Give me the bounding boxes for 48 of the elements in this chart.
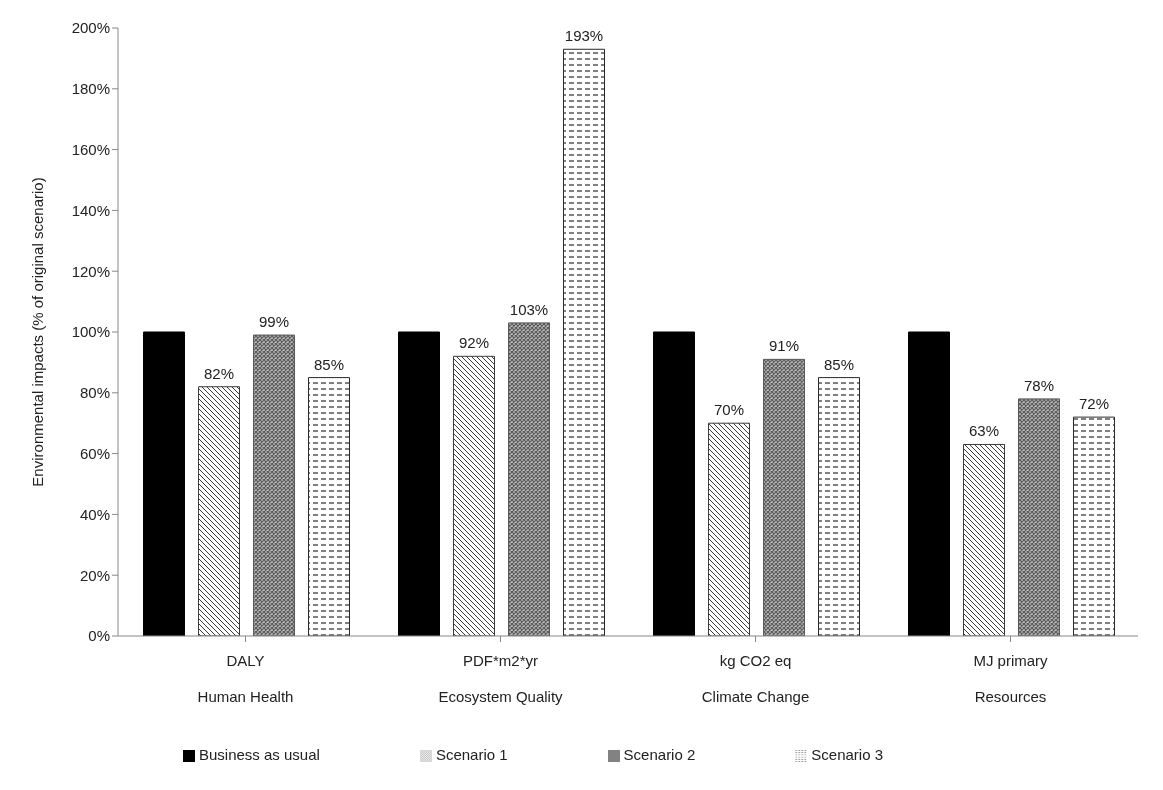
y-tick-label: 200%: [71, 19, 110, 37]
data-label: 103%: [509, 300, 549, 318]
bar: [1018, 398, 1060, 636]
legend-label: Business as usual: [198, 746, 320, 763]
bar: [398, 331, 440, 636]
data-label: 91%: [768, 337, 800, 355]
category-label: kg CO2 eq Climate Change: [701, 652, 810, 705]
y-tick-label: 180%: [71, 80, 110, 98]
bar: [653, 331, 695, 636]
bar: [908, 331, 950, 636]
data-label: 92%: [458, 334, 490, 352]
data-label: 72%: [1078, 395, 1110, 413]
y-tick-label: 140%: [71, 201, 110, 219]
y-tick-label: 100%: [71, 323, 110, 341]
data-label: 99%: [258, 313, 290, 331]
y-axis-title: Environmental impacts (% of original scenario): [29, 177, 47, 487]
data-label: 85%: [313, 355, 345, 373]
bar: [308, 377, 350, 636]
bar: [563, 48, 605, 636]
category-label: MJ primary Resources: [973, 652, 1048, 705]
y-tick-label: 0%: [88, 627, 110, 645]
bar: [143, 331, 185, 636]
category-label: DALY Human Health: [197, 652, 294, 705]
bar: [763, 358, 805, 636]
y-tick-label: 120%: [71, 262, 110, 280]
data-label: 78%: [1023, 376, 1055, 394]
bar: [708, 422, 750, 636]
bar: [818, 377, 860, 636]
legend-label: Scenario 2: [623, 746, 696, 763]
data-label: 193%: [564, 27, 604, 45]
data-label: 85%: [823, 355, 855, 373]
bar: [198, 386, 240, 636]
bar: [453, 355, 495, 636]
y-tick-label: 40%: [79, 505, 110, 523]
bar: [1073, 416, 1115, 636]
y-tick-label: 60%: [79, 444, 110, 462]
legend-label: Scenario 3: [811, 746, 884, 763]
data-label: 70%: [713, 401, 745, 419]
bar: [253, 334, 295, 636]
legend-label: Scenario 1: [435, 746, 508, 763]
bar: [963, 443, 1005, 636]
data-label: 63%: [968, 422, 1000, 440]
y-tick-label: 20%: [79, 566, 110, 584]
y-tick-label: 160%: [71, 140, 110, 158]
category-label: PDF*m2*yr Ecosystem Quality: [438, 652, 563, 705]
bar: [508, 322, 550, 636]
y-tick-label: 80%: [79, 384, 110, 402]
data-label: 82%: [203, 364, 235, 382]
